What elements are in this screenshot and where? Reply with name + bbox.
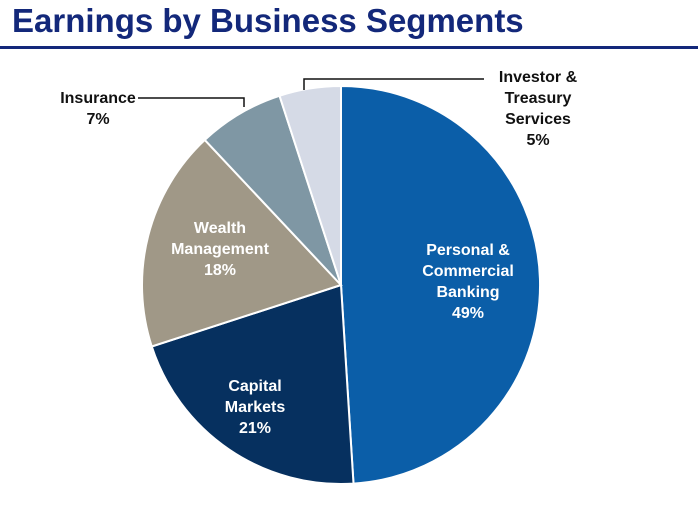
slice-label-percent: 7%	[86, 111, 110, 128]
slice-label-line: Markets	[224, 399, 286, 416]
slice-label-line: Management	[171, 241, 269, 258]
slice-label-insurance: Insurance 7%	[48, 88, 148, 130]
insurance-leader-line	[138, 97, 245, 107]
pie-slice-wealth-management	[141, 138, 343, 348]
pie-slice-personal-and-commercial-banking	[340, 84, 542, 485]
slice-label-line: Wealth	[193, 220, 247, 237]
slice-label-line: Commercial	[422, 263, 514, 280]
slice-label-personal-commercial-banking: Personal & Commercial Banking 49%	[398, 240, 538, 324]
slice-label-wealth-management: Wealth Management 18%	[160, 218, 280, 281]
pie-slice-investor-and-treasury-services	[278, 84, 342, 286]
slice-label-line: Personal &	[426, 242, 510, 259]
title-underline	[0, 46, 698, 49]
slice-label-investor-treasury-services: Investor & Treasury Services 5%	[478, 67, 598, 151]
slice-label-line: Capital	[228, 378, 282, 395]
slice-label-percent: 49%	[451, 305, 485, 322]
pie-slice-capital-markets	[150, 283, 355, 485]
investor-treasury-leader-line	[303, 78, 484, 90]
slice-label-line: Banking	[436, 284, 500, 301]
slice-label-line: Investor &	[498, 69, 578, 86]
chart-title: Earnings by Business Segments	[12, 2, 524, 39]
slice-label-line: Treasury	[504, 90, 572, 107]
slice-label-line: Insurance	[60, 90, 136, 107]
slice-label-percent: 5%	[526, 132, 550, 149]
slice-label-line: Services	[505, 111, 571, 128]
slice-label-percent: 18%	[203, 262, 237, 279]
slice-label-percent: 21%	[238, 420, 272, 437]
slice-label-capital-markets: Capital Markets 21%	[200, 376, 310, 439]
